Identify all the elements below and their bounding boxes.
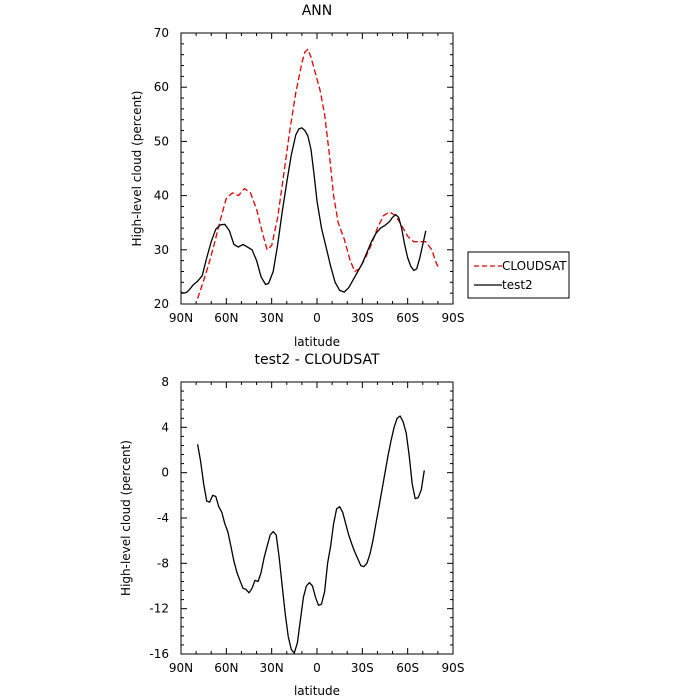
x-tick-label: 60N <box>214 661 238 675</box>
legend-label-test2: test2 <box>502 278 533 292</box>
series-line-test2 <box>180 127 427 294</box>
y-tick-label: -4 <box>157 511 169 525</box>
x-tick-label: 60S <box>396 661 419 675</box>
top-axis-ticks: 90N 60N 30N 0 30S 60S 90S 20 30 40 50 60 70 <box>154 26 465 325</box>
x-tick-label: 90S <box>442 311 465 325</box>
y-tick-label: 0 <box>161 466 169 480</box>
bottom-panel: test2 - CLOUDSAT 90N 60N 30N 0 30S 60S 90S -16 -… <box>119 352 464 698</box>
y-tick-label: 8 <box>161 375 169 389</box>
y-tick-label: 60 <box>154 80 169 94</box>
x-tick-label: 30S <box>351 661 374 675</box>
x-tick-label: 0 <box>313 311 321 325</box>
top-x-axis-label: latitude <box>294 335 340 349</box>
top-y-axis-label: High-level cloud (percent) <box>130 91 144 247</box>
x-tick-label: 60S <box>396 311 419 325</box>
top-plot-frame <box>180 32 454 305</box>
legend-box <box>467 251 570 299</box>
y-tick-label: 20 <box>154 297 169 311</box>
y-tick-label: -12 <box>149 602 169 616</box>
y-tick-label: 40 <box>154 189 169 203</box>
y-tick-label: 30 <box>154 243 169 257</box>
bottom-chart-title: test2 - CLOUDSAT <box>254 352 380 368</box>
top-chart-title: ANN <box>302 3 333 19</box>
x-tick-label: 90N <box>169 311 193 325</box>
y-tick-label: -16 <box>149 647 169 661</box>
y-tick-label: 4 <box>161 420 169 434</box>
x-tick-label: 30N <box>260 311 284 325</box>
x-tick-label: 0 <box>313 661 321 675</box>
legend-label-cloudsat: CLOUDSAT <box>502 259 567 273</box>
series-line-cloudsat <box>196 48 440 299</box>
x-tick-label: 90S <box>442 661 465 675</box>
bottom-x-axis-label: latitude <box>294 684 340 698</box>
bottom-axis-ticks: 90N 60N 30N 0 30S 60S 90S -16 -12 -8 -4 0 4 8 <box>149 375 464 675</box>
top-legend: CLOUDSAT test2 <box>467 251 570 299</box>
bottom-plot-frame <box>180 381 454 655</box>
y-tick-label: -8 <box>157 556 169 570</box>
top-series-lines <box>180 48 440 299</box>
y-tick-label: 70 <box>154 26 169 40</box>
x-tick-label: 60N <box>214 311 238 325</box>
top-panel: ANN 90N 60N 30N 0 30S 60S 90S 20 30 40 50 60 70 lati… <box>130 3 570 349</box>
x-tick-label: 30N <box>260 661 284 675</box>
bottom-y-axis-label: High-level cloud (percent) <box>119 440 133 596</box>
y-tick-label: 50 <box>154 134 169 148</box>
x-tick-label: 90N <box>169 661 193 675</box>
x-tick-label: 30S <box>351 311 374 325</box>
series-line-difference <box>196 415 425 654</box>
bottom-series-lines <box>196 415 425 654</box>
